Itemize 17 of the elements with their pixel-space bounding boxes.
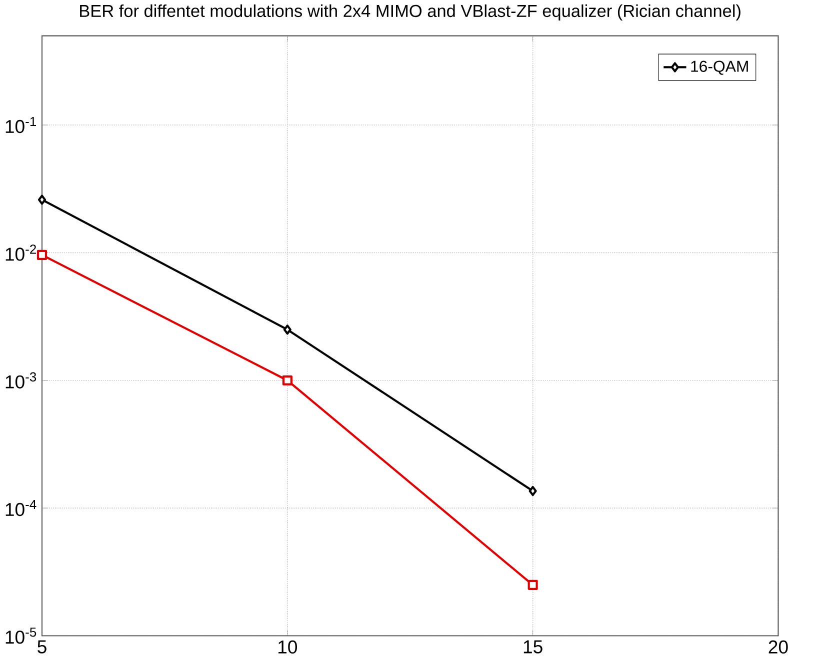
y-tick-label: 10$^{-5}$ bbox=[6, 628, 36, 644]
x-tick-label: 15 bbox=[524, 640, 542, 654]
point bbox=[528, 580, 538, 590]
y-tick-label: 10$^{-4}$ bbox=[6, 500, 36, 516]
y-tick-label: 10$^{-1}$ bbox=[6, 117, 36, 134]
legend-label: 16-QAM bbox=[691, 60, 748, 76]
y-tick-label: 10$^{-2}$ bbox=[6, 244, 36, 262]
point bbox=[283, 324, 292, 335]
point bbox=[528, 486, 537, 496]
point bbox=[282, 376, 292, 386]
point bbox=[36, 250, 48, 260]
y-tick-label: 10$^{-3}$ bbox=[6, 372, 36, 389]
chart-title: BER for diffentet modulations with 2x4 MIMO and VBlast-ZF equalizer (Rician channel) bbox=[80, 4, 740, 21]
x-tick-label: 10 bbox=[278, 640, 298, 654]
point bbox=[38, 194, 46, 205]
x-tick-label: 20 bbox=[768, 640, 788, 654]
x-tick-label: 5 bbox=[38, 640, 46, 654]
